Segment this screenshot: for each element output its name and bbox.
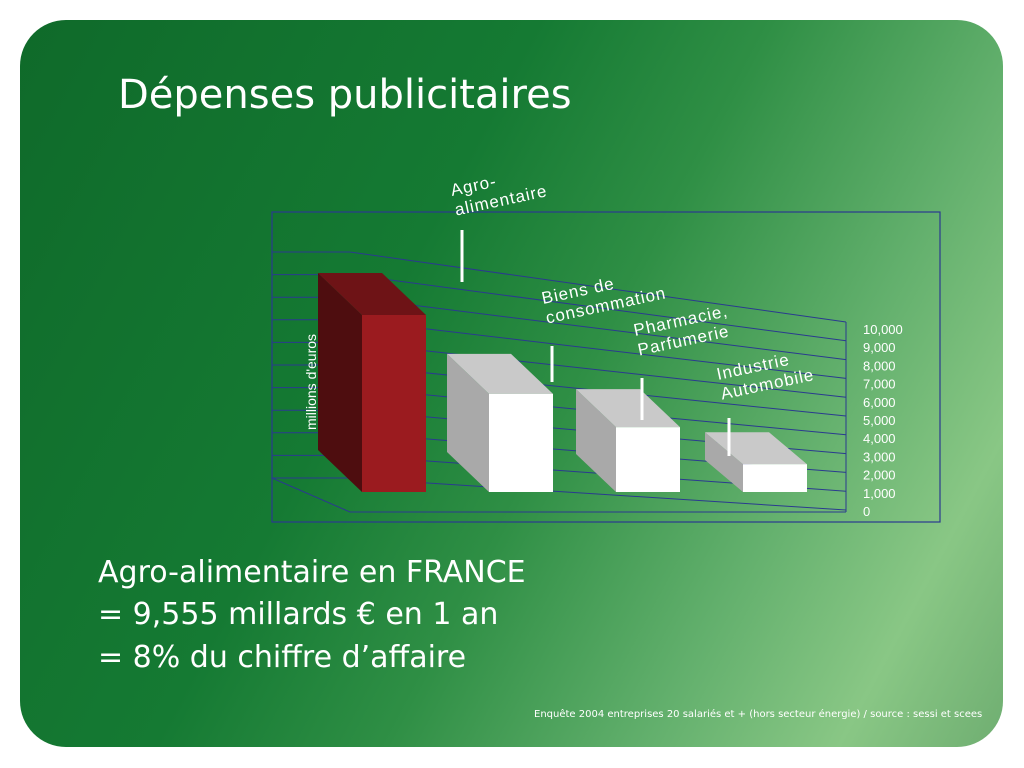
y-tick-label: 9,000 (863, 340, 896, 355)
y-tick-label: 7,000 (863, 377, 896, 392)
bar-side-face (705, 432, 743, 492)
bar-front-face (743, 464, 807, 492)
y-tick-label: 6,000 (863, 395, 896, 410)
summary-line-2: = 9,555 millards € en 1 an (98, 597, 499, 632)
grid-line (349, 296, 847, 361)
slide-title: Dépenses publicitaires (118, 72, 572, 118)
y-tick-label: 8,000 (863, 358, 896, 373)
y-tick-label: 3,000 (863, 449, 896, 464)
bar-3 (576, 389, 680, 492)
bar-front-face (616, 427, 680, 492)
bar-front-face (362, 315, 426, 492)
floor-edge (271, 477, 351, 513)
bar-front-face (489, 393, 553, 492)
y-tick-label: 10,000 (863, 322, 903, 337)
bar-2 (447, 353, 553, 492)
bar-side-face (576, 389, 616, 492)
category-label: Pharmacie,Parfumerie (632, 301, 734, 359)
bar-4 (705, 432, 807, 492)
summary-line-3: = 8% du chiffre d’affaire (98, 640, 467, 675)
grid-line (349, 477, 847, 511)
bar-top-face (576, 389, 680, 428)
y-tick-label: 5,000 (863, 413, 896, 428)
chart-outer-frame (271, 211, 941, 523)
grid-line (349, 274, 847, 342)
y-tick-label: 4,000 (863, 431, 896, 446)
chart-tick-labels: 10,000 9,000 8,000 7,000 6,000 5,000 4,000 3,00… (863, 322, 903, 519)
y-axis-label: millions d'euros (303, 334, 319, 430)
source-footnote: Enquête 2004 entreprises 20 salariés et … (534, 709, 983, 720)
bar-side-face (318, 273, 362, 492)
grid-line (349, 251, 847, 323)
y-tick-label: 1,000 (863, 486, 896, 501)
grid-line (349, 319, 847, 379)
chart-frame (271, 211, 941, 523)
bar-top-face (318, 273, 426, 315)
category-label: Agro-alimentaire (449, 162, 549, 220)
bar-top-face (447, 353, 553, 394)
grid-line (349, 341, 847, 398)
y-tick-label: 0 (863, 504, 870, 519)
bar-side-face (447, 353, 489, 492)
chart-bars (318, 273, 807, 492)
y-tick-label: 2,000 (863, 468, 896, 483)
bar-1 (318, 273, 426, 492)
summary-line-1: Agro-alimentaire en FRANCE (98, 555, 526, 590)
